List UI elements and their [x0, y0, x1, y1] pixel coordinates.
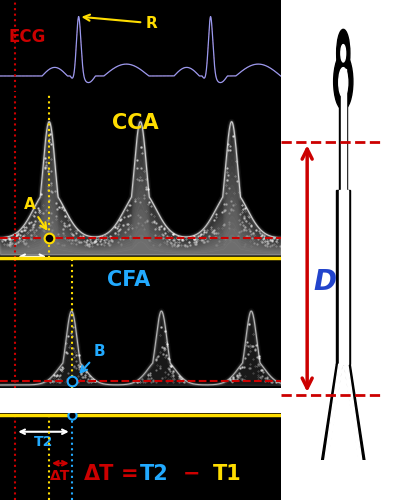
- Bar: [339, 77, 347, 199]
- Ellipse shape: [339, 68, 348, 97]
- Text: T1: T1: [24, 262, 41, 274]
- Text: D: D: [313, 268, 336, 295]
- Text: CFA: CFA: [107, 270, 150, 290]
- Text: T2: T2: [140, 464, 169, 484]
- Text: R: R: [84, 14, 158, 31]
- Text: ECG: ECG: [8, 28, 46, 46]
- Circle shape: [341, 44, 346, 62]
- Circle shape: [337, 30, 350, 77]
- Text: CCA: CCA: [112, 113, 159, 133]
- Text: B: B: [81, 344, 105, 372]
- Text: −: −: [182, 464, 200, 484]
- Text: T2: T2: [34, 435, 53, 449]
- Polygon shape: [344, 364, 362, 460]
- Ellipse shape: [334, 54, 353, 110]
- Text: =: =: [121, 464, 138, 484]
- Text: A: A: [24, 197, 46, 229]
- Polygon shape: [322, 364, 342, 460]
- Bar: [336, 190, 350, 364]
- Polygon shape: [344, 364, 365, 460]
- Text: T1: T1: [213, 464, 242, 484]
- Polygon shape: [325, 364, 342, 460]
- Text: ΔT: ΔT: [50, 468, 71, 482]
- Bar: [340, 68, 346, 199]
- Bar: [339, 190, 348, 364]
- Text: ΔT: ΔT: [84, 464, 115, 484]
